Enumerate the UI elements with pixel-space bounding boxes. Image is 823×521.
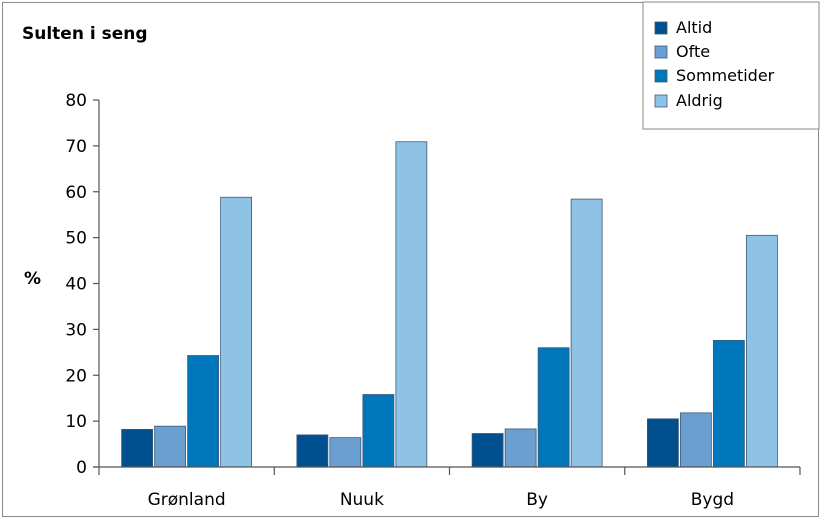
legend-label: Aldrig xyxy=(676,91,723,110)
y-axis: 0 10 20 30 40 50 60 70 80 xyxy=(65,91,99,478)
y-tick-label: 60 xyxy=(65,183,87,203)
bar-altid-by xyxy=(471,433,504,468)
y-tick-label: 50 xyxy=(65,229,87,249)
bar-aldrig-bygd xyxy=(745,234,778,468)
bar-altid-nuuk xyxy=(296,434,329,468)
bar-aldrig-nuuk xyxy=(395,141,428,468)
x-tick-label: Nuuk xyxy=(340,490,384,510)
bar-aldrig-gr-nland xyxy=(220,196,253,468)
bar-altid-bygd xyxy=(646,418,679,468)
y-tick-label: 30 xyxy=(65,320,87,340)
legend-label: Altid xyxy=(676,18,712,37)
legend-swatch xyxy=(654,69,668,83)
bar-ofte-by xyxy=(504,428,537,468)
y-tick-label: 40 xyxy=(65,275,87,295)
bar-sommetider-bygd xyxy=(712,339,745,468)
legend-label: Sommetider xyxy=(676,66,775,85)
bar-sommetider-by xyxy=(537,347,570,468)
bar-ofte-gr-nland xyxy=(154,425,187,468)
legend-label: Ofte xyxy=(676,42,710,61)
bar-ofte-bygd xyxy=(679,412,712,468)
x-tick-label: By xyxy=(526,490,548,510)
legend-swatch xyxy=(654,21,668,35)
bar-sommetider-gr-nland xyxy=(187,355,220,468)
bar-ofte-nuuk xyxy=(329,437,362,468)
x-axis: Grønland Nuuk By Bygd xyxy=(98,467,801,510)
legend: Altid Ofte Sommetider Aldrig xyxy=(642,1,820,130)
x-tick-label: Bygd xyxy=(691,490,734,510)
x-tick-label: Grønland xyxy=(148,490,226,510)
legend-swatch xyxy=(654,45,668,59)
y-axis-label: % xyxy=(24,269,41,289)
bar-altid-gr-nland xyxy=(121,428,154,468)
bars xyxy=(121,141,778,468)
bar-aldrig-by xyxy=(570,198,603,468)
y-tick-label: 20 xyxy=(65,366,87,386)
y-tick-label: 70 xyxy=(65,137,87,157)
legend-swatch xyxy=(654,94,668,108)
legend-box xyxy=(642,1,820,130)
y-tick-label: 0 xyxy=(76,458,87,478)
y-tick-label: 10 xyxy=(65,412,87,432)
chart-title: Sulten i seng xyxy=(22,24,148,44)
y-tick-label: 80 xyxy=(65,91,87,111)
bar-sommetider-nuuk xyxy=(362,394,395,468)
